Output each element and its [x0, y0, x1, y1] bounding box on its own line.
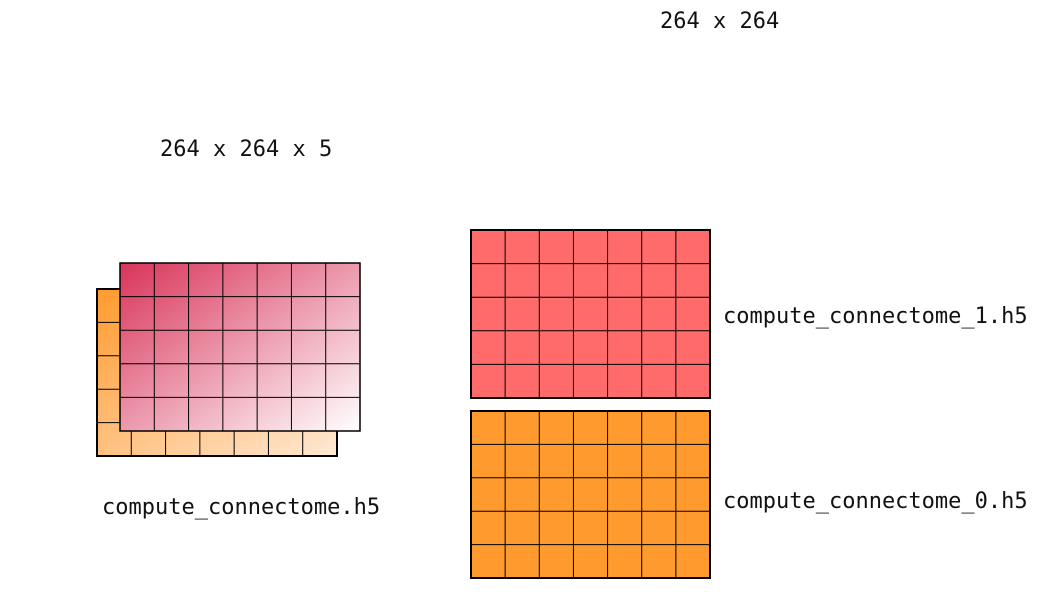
- slice-1-grid: [470, 229, 711, 399]
- stack-front-border: [119, 262, 361, 432]
- stack-file-label: compute_connectome.h5: [102, 495, 381, 520]
- stack-dims-label: 264 x 264 x 5: [160, 137, 333, 162]
- slice-0-grid: [470, 410, 711, 579]
- stack-front-layer-grid: [119, 262, 361, 432]
- slice-1-file-label: compute_connectome_1.h5: [723, 304, 1028, 329]
- slice-0-file-label: compute_connectome_0.h5: [723, 489, 1028, 514]
- slice-1-border: [470, 229, 711, 399]
- slice-dims-label: 264 x 264: [660, 9, 780, 34]
- slice-1-fill: [471, 230, 710, 398]
- slice-0-fill: [471, 411, 710, 578]
- stack-front-fill: [120, 263, 360, 431]
- slice-0-border: [470, 410, 711, 579]
